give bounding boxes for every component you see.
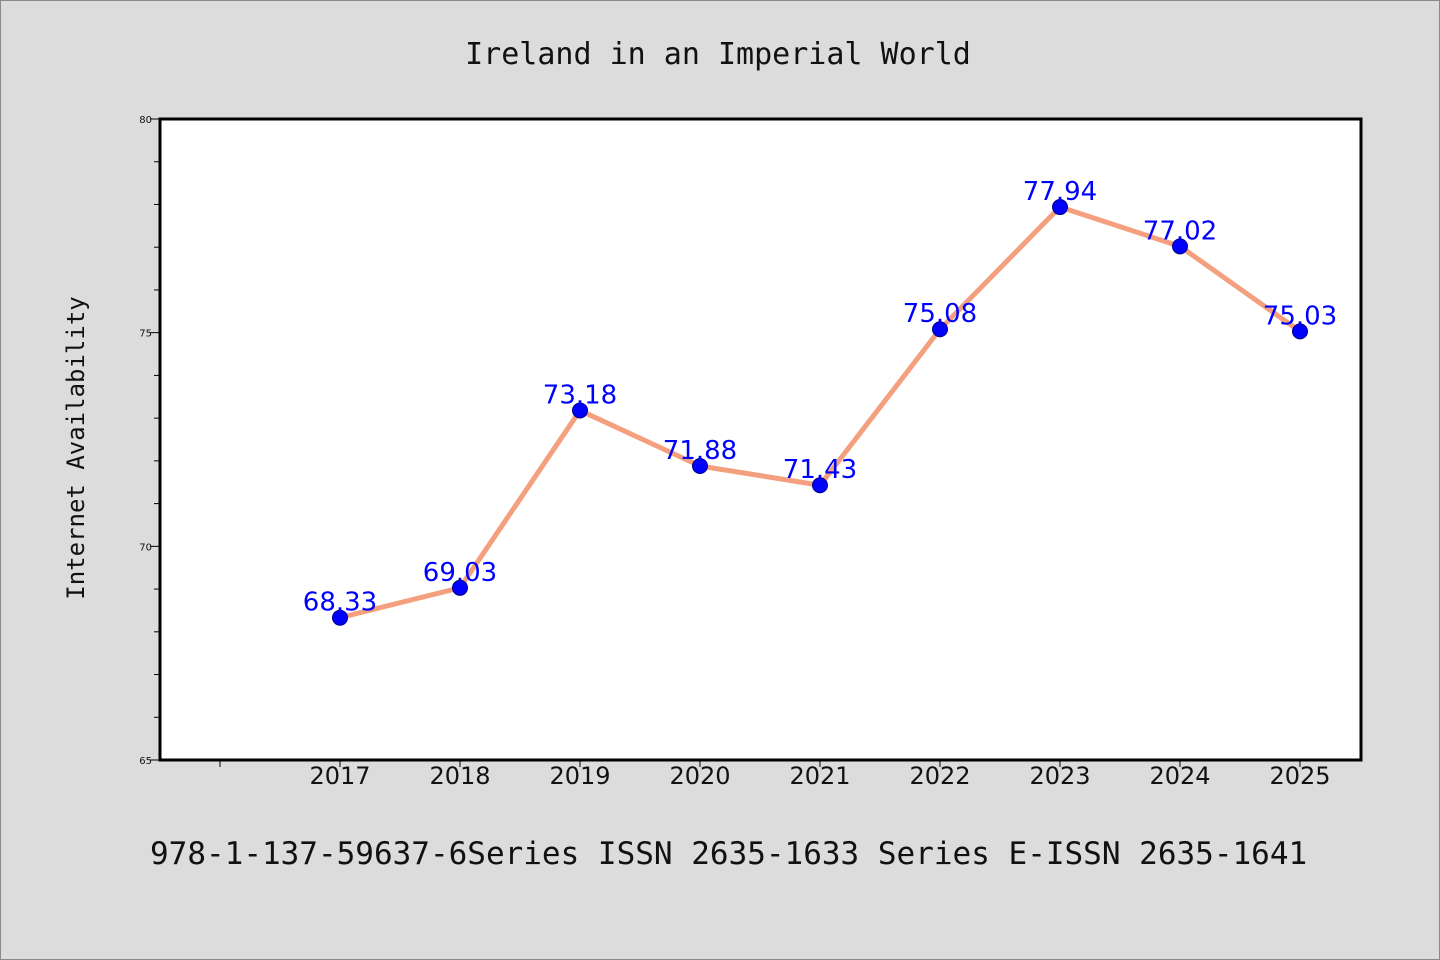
data-point (452, 579, 468, 596)
data-point (1292, 323, 1308, 340)
x-axis: 2017 2018 2019 2020 2021 2022 2023 2024 2025 (219, 760, 1331, 790)
series-markers (332, 199, 1308, 626)
data-labels: 68.33 69.03 73.18 71.88 71.43 75.08 77.94 77.02… (303, 177, 1337, 618)
chart-title: Ireland in an Imperial World (465, 37, 971, 72)
data-label: 68.33 (303, 588, 377, 618)
y-axis-label: Internet Availability (62, 296, 90, 599)
data-label: 77.02 (1143, 216, 1217, 246)
data-label: 75.08 (903, 299, 977, 329)
data-label: 73.18 (543, 380, 617, 410)
data-label: 69.03 (423, 558, 497, 588)
y-tick-label: 80 (139, 115, 152, 126)
data-label: 75.03 (1263, 301, 1337, 331)
x-tick-label: 2023 (1029, 762, 1090, 790)
y-tick-label: 65 (139, 756, 152, 767)
x-tick-label: 2024 (1149, 762, 1210, 790)
x-tick-label: 2021 (789, 762, 850, 790)
x-tick-label: 2022 (909, 762, 970, 790)
y-tick-label: 70 (139, 542, 152, 553)
data-point (1172, 238, 1188, 255)
data-point (332, 609, 348, 626)
y-axis: 65 70 75 80 (139, 115, 160, 767)
x-tick-label: 2025 (1269, 762, 1330, 790)
data-point (572, 402, 588, 419)
data-point (932, 321, 948, 338)
x-tick-label: 2019 (549, 762, 610, 790)
data-label: 77.94 (1023, 177, 1097, 207)
y-tick-label: 75 (139, 329, 152, 340)
x-tick-label: 2018 (429, 762, 490, 790)
data-label: 71.43 (783, 455, 857, 485)
x-tick-label: 2020 (669, 762, 730, 790)
x-tick-label: 2017 (309, 762, 370, 790)
data-label: 71.88 (663, 436, 737, 466)
data-point (812, 477, 828, 494)
footer-isbn-text: 978-1-137-59637-6Series ISSN 2635-1633 S… (150, 836, 1307, 872)
data-point (692, 457, 708, 474)
data-point (1052, 199, 1068, 216)
plot-area (158, 117, 1363, 762)
